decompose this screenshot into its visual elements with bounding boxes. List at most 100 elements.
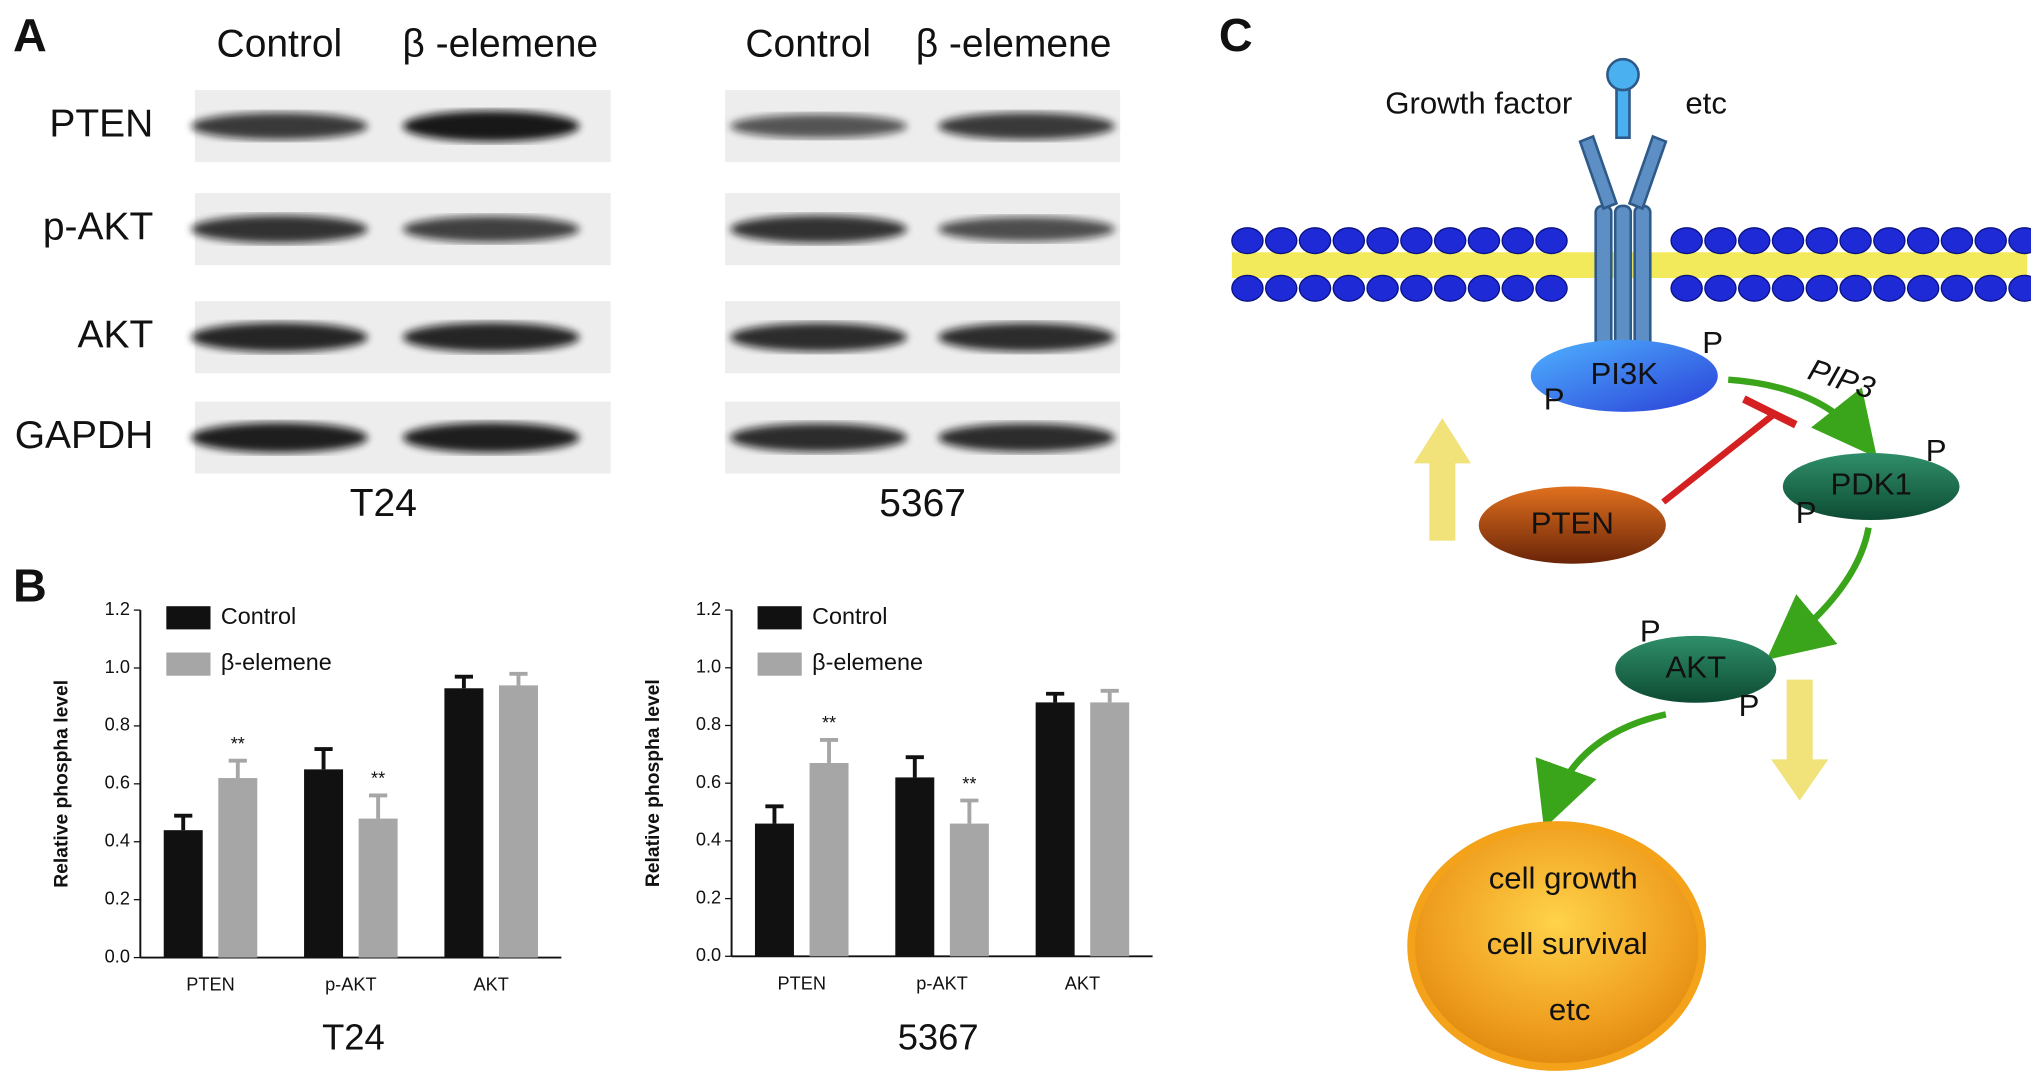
blot-band <box>402 110 580 142</box>
lipid-head <box>1805 227 1839 255</box>
lipid-head <box>1264 227 1298 255</box>
lipid-head <box>1974 227 2007 255</box>
bar-charts: 0.0 0.2 0.4 0.6 0.8 1.0 1.2 Relative phospha le… <box>50 599 1153 1058</box>
phospho-label: P <box>1640 614 1661 649</box>
blot-band <box>191 422 368 453</box>
x-tick-label: p-AKT <box>325 975 377 995</box>
lipid-head <box>1400 274 1433 302</box>
phospho-label: P <box>1702 325 1723 360</box>
y-tick-label: 0.8 <box>105 715 130 735</box>
legend-label: Control <box>221 603 296 629</box>
legend-swatch <box>757 606 802 630</box>
y-axis-title: Relative phospha level <box>642 679 664 887</box>
y-tick-label: 1.2 <box>696 599 721 619</box>
significance-label: ** <box>822 713 836 733</box>
bar <box>498 685 538 958</box>
lipid-head <box>1332 227 1366 255</box>
phospho-label: P <box>1739 688 1760 723</box>
row-label: PTEN <box>49 102 153 145</box>
lipid-head <box>1771 227 1805 255</box>
activation-arrow <box>1535 711 1667 829</box>
y-tick-label: 0.0 <box>696 945 721 965</box>
lane-label: Control <box>745 23 871 66</box>
y-axis-title: Relative phospha level <box>50 680 72 888</box>
blot-band <box>938 322 1115 352</box>
y-tick-label: 0.0 <box>105 946 130 966</box>
bar <box>895 777 935 957</box>
lipid-head <box>1332 274 1366 302</box>
y-tick-label: 0.2 <box>696 887 721 907</box>
blot-band <box>402 322 580 352</box>
blot-band <box>191 112 368 140</box>
legend-swatch <box>166 652 211 676</box>
lipid-head <box>1264 274 1298 302</box>
outcome-label: cell survival <box>1487 926 1648 961</box>
significance-label: ** <box>371 769 385 789</box>
bar <box>358 818 398 958</box>
lipid-head <box>1501 227 1534 255</box>
bar <box>809 762 849 957</box>
lipid-head <box>1940 227 1974 255</box>
lipid-head <box>1940 274 1974 302</box>
lipid-head <box>1433 227 1467 255</box>
bar <box>218 778 258 958</box>
bar <box>1035 702 1075 957</box>
x-tick-label: PTEN <box>186 975 234 995</box>
x-tick-label: AKT <box>473 975 508 995</box>
phospho-label: P <box>1544 382 1565 417</box>
y-tick-label: 0.8 <box>696 714 721 734</box>
up-arrow <box>1413 418 1471 541</box>
lipid-head <box>1467 227 1501 255</box>
blot-band <box>938 423 1115 452</box>
ligand-label: etc <box>1685 86 1727 121</box>
blot-band <box>730 215 907 244</box>
panel-label: A <box>13 9 47 61</box>
blot-band <box>730 423 907 452</box>
lipid-head <box>1839 274 1872 302</box>
lane-label: β -elemene <box>402 23 598 66</box>
lane-label: β -elemene <box>916 23 1112 66</box>
lipid-head <box>1366 274 1399 302</box>
lipid-head <box>1467 274 1501 302</box>
blot-band <box>938 216 1115 242</box>
significance-label: ** <box>231 734 245 754</box>
bar <box>444 688 484 958</box>
lipid-head <box>1704 274 1737 302</box>
x-tick-label: AKT <box>1065 973 1100 993</box>
x-axis-title: 5367 <box>898 1017 979 1058</box>
outcome-node <box>1407 821 1707 1071</box>
phospho-label: P <box>1796 495 1817 530</box>
x-tick-label: p-AKT <box>916 973 968 993</box>
lipid-head <box>1535 227 1568 255</box>
lipid-head <box>2008 227 2031 255</box>
lipid-head <box>1670 274 1703 302</box>
blot-band <box>938 112 1115 140</box>
legend-label: Control <box>812 603 887 629</box>
lipid-head <box>1771 274 1805 302</box>
lipid-head <box>1298 227 1332 255</box>
legend-label: β-elemene <box>221 649 332 675</box>
bar <box>754 823 794 957</box>
lipid-head <box>1873 274 1906 302</box>
row-label: AKT <box>78 314 154 357</box>
lipid-head <box>1839 227 1872 255</box>
y-tick-label: 0.6 <box>105 773 130 793</box>
lane-label: Control <box>217 23 343 66</box>
lipid-head <box>1535 274 1568 302</box>
y-tick-label: 1.0 <box>696 657 721 677</box>
blot-band <box>191 215 368 244</box>
lipid-head <box>1366 227 1399 255</box>
panel-label: B <box>13 560 47 612</box>
activation-arrow <box>1766 527 1872 660</box>
lipid-head <box>1231 227 1264 255</box>
cell-membrane <box>1231 227 2031 302</box>
y-tick-label: 0.4 <box>105 831 130 851</box>
x-tick-label: PTEN <box>777 973 825 993</box>
lipid-head <box>1400 227 1433 255</box>
cell-line-label: 5367 <box>879 482 966 525</box>
outcome-label: etc <box>1549 992 1591 1027</box>
lipid-head <box>1231 274 1264 302</box>
receptor <box>1578 57 1668 356</box>
blot-band <box>402 215 580 243</box>
